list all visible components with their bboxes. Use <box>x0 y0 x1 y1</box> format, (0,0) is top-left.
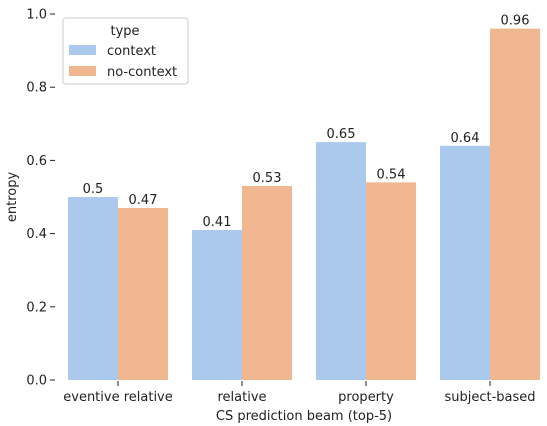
legend-label-no-context: no-context <box>107 65 177 80</box>
legend-label-context: context <box>107 44 156 59</box>
x-tick-label-relative: relative <box>217 390 266 405</box>
data-label-context-subject-based: 0.64 <box>451 131 480 146</box>
bar-no-context-eventive-relative <box>118 207 168 380</box>
x-axis: eventive relative relative property subject… <box>63 381 536 405</box>
y-tick-label: 0.8 <box>26 81 47 96</box>
legend-swatch-context <box>69 45 96 55</box>
data-label-no-context-relative: 0.53 <box>253 171 282 186</box>
bar-context-relative <box>192 229 242 380</box>
bar-context-eventive-relative <box>68 197 118 380</box>
legend-swatch-no-context <box>69 66 96 76</box>
bars-layer <box>68 28 540 380</box>
legend-title: type <box>110 24 139 39</box>
data-label-no-context-property: 0.54 <box>377 167 406 182</box>
data-label-context-relative: 0.41 <box>203 215 232 230</box>
y-tick-label: 0.4 <box>26 227 47 242</box>
y-tick-label: 0.2 <box>26 300 47 315</box>
x-tick-label-subject-based: subject-based <box>444 390 535 405</box>
bar-no-context-subject-based <box>490 28 540 380</box>
data-label-context-eventive-relative: 0.5 <box>83 182 104 197</box>
bar-context-subject-based <box>440 145 490 380</box>
y-tick-label: 0.6 <box>26 154 47 169</box>
data-label-no-context-subject-based: 0.96 <box>501 14 530 29</box>
x-tick-label-property: property <box>338 390 394 405</box>
x-axis-label: CS prediction beam (top-5) <box>216 409 392 424</box>
bar-no-context-relative <box>242 186 292 380</box>
bar-no-context-property <box>366 182 416 380</box>
y-axis-label: entropy <box>5 172 20 223</box>
y-axis: 0.0 0.2 0.4 0.6 0.8 1.0 <box>26 8 55 389</box>
bar-context-property <box>316 142 366 380</box>
data-label-no-context-eventive-relative: 0.47 <box>129 193 158 208</box>
x-tick-label-eventive-relative: eventive relative <box>63 390 173 405</box>
y-tick-label: 1.0 <box>26 8 47 23</box>
data-label-context-property: 0.65 <box>327 127 356 142</box>
legend: type context no-context <box>62 17 189 85</box>
data-labels-layer: 0.5 0.47 0.41 0.53 0.65 0.54 0.64 0.96 <box>83 14 530 230</box>
y-tick-label: 0.0 <box>26 374 47 389</box>
